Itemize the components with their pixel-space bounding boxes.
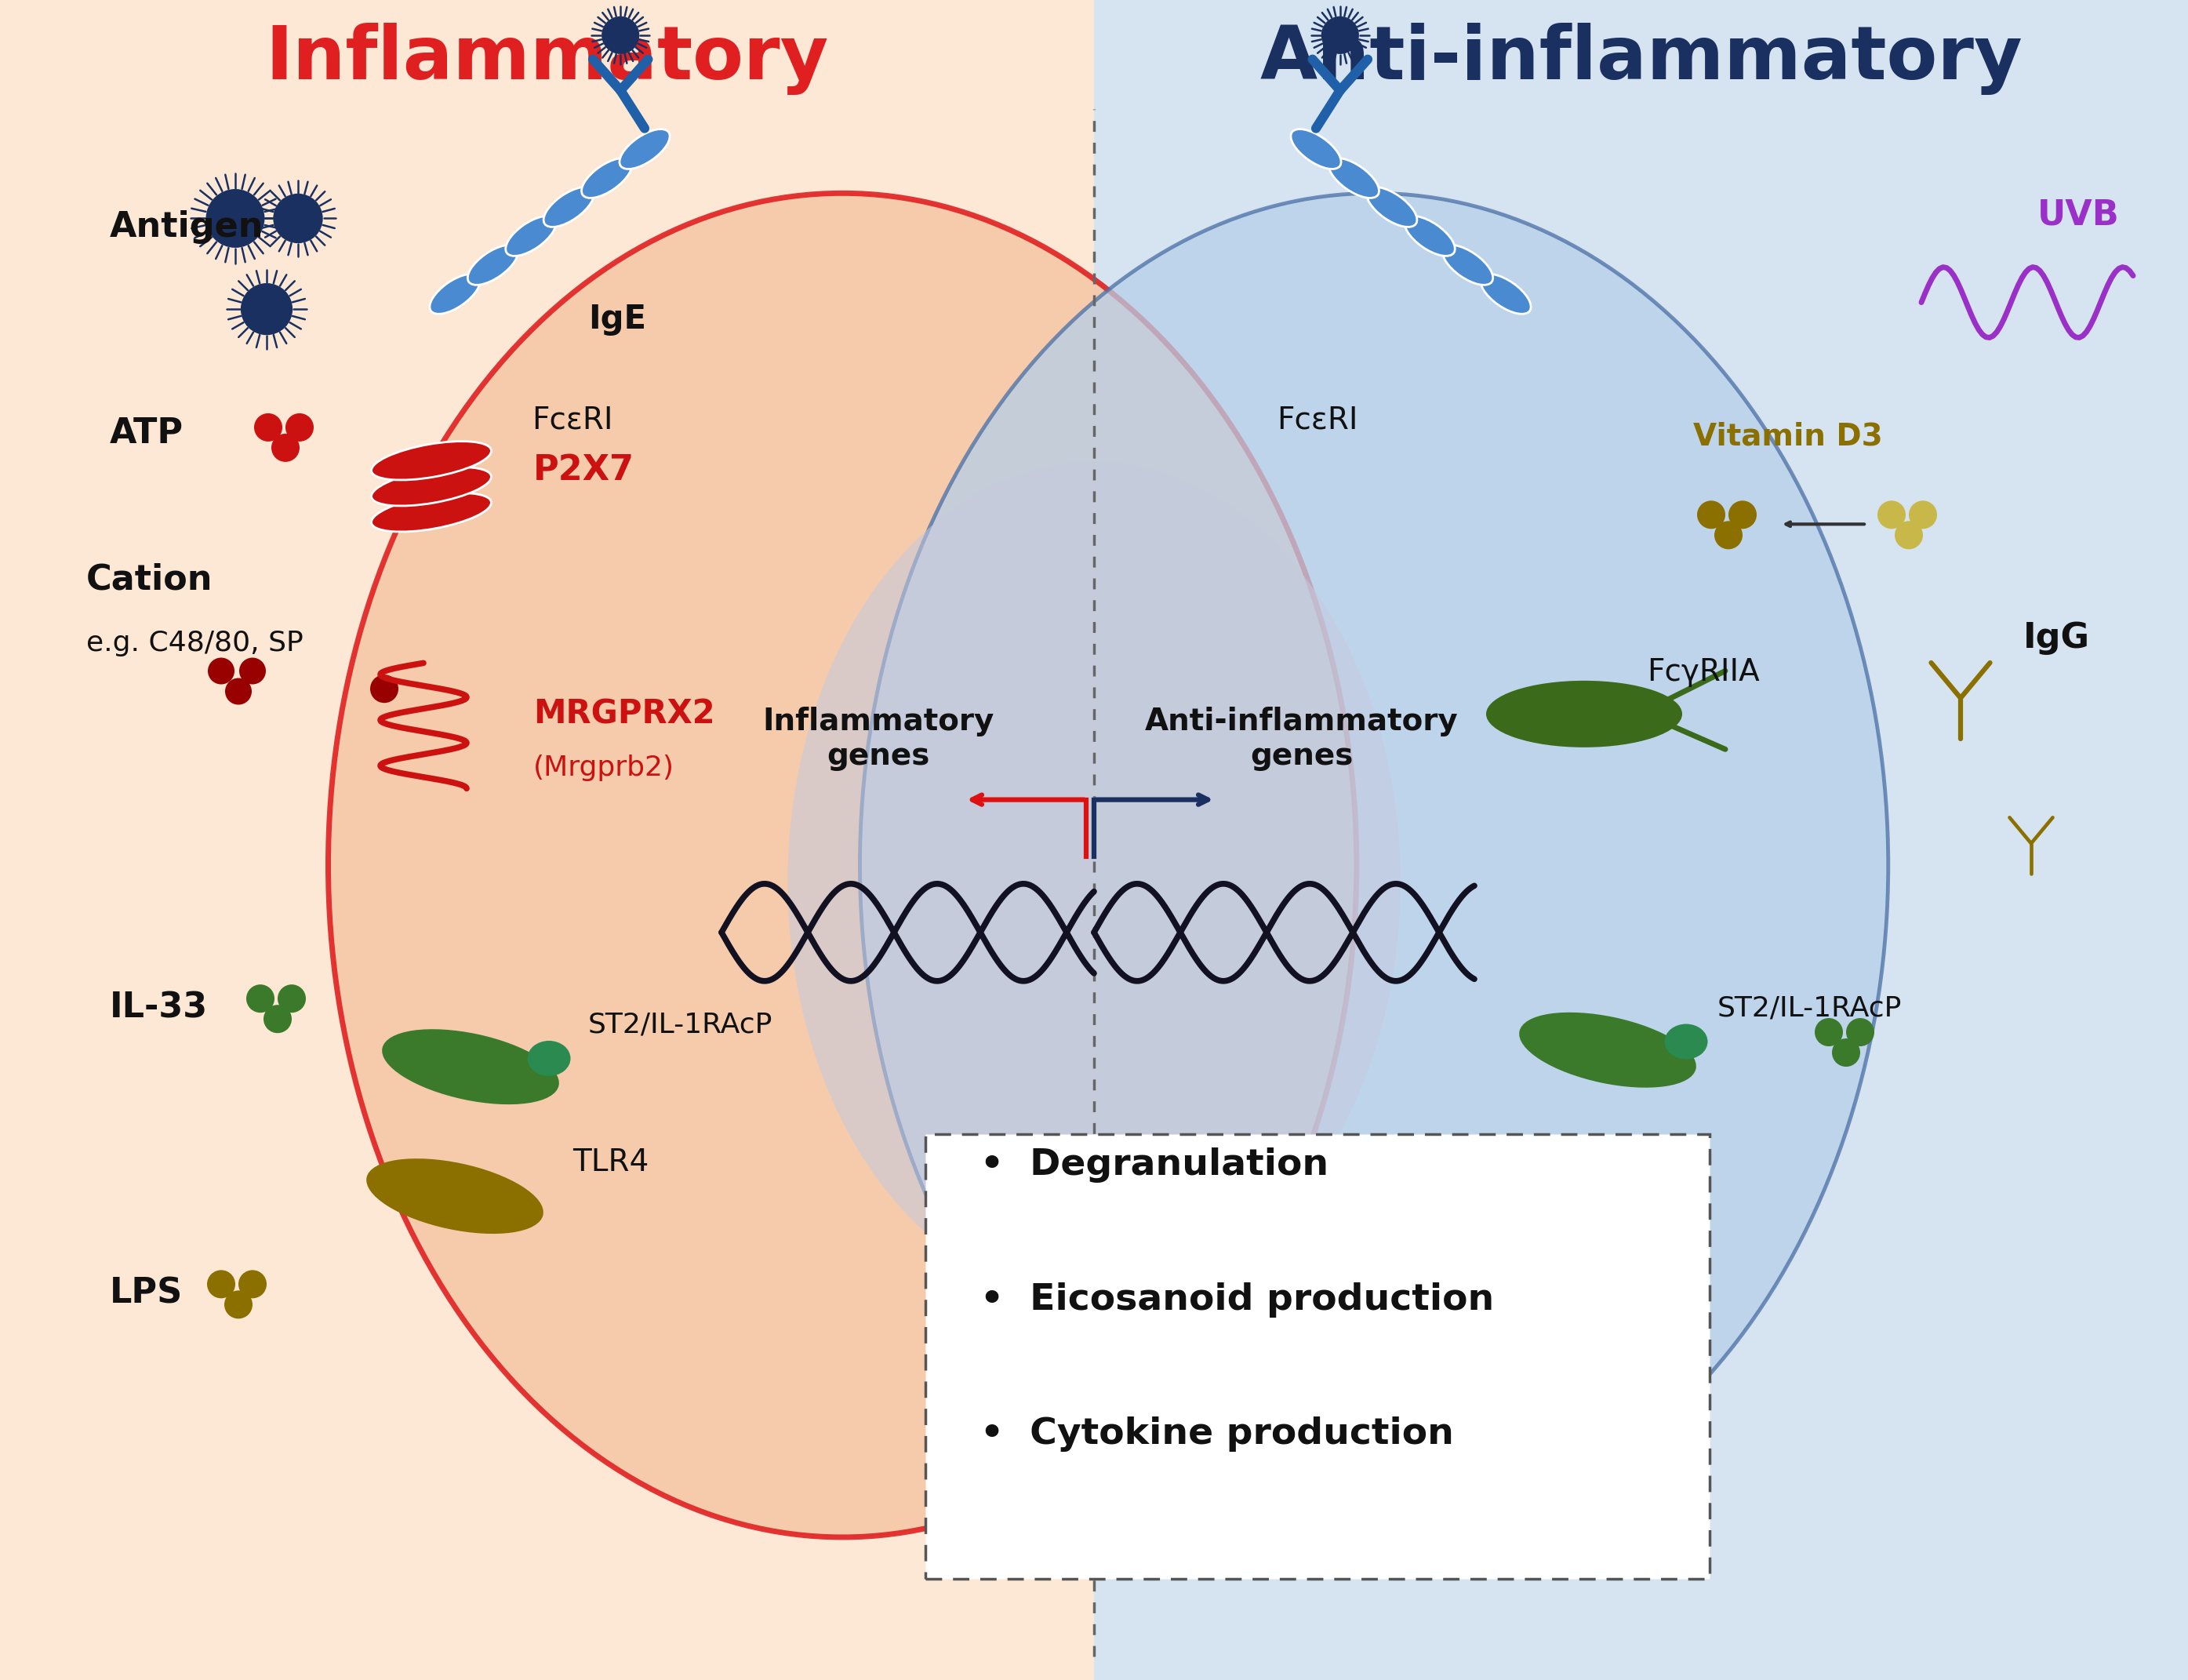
Ellipse shape — [1442, 245, 1492, 286]
Ellipse shape — [383, 1030, 558, 1104]
Ellipse shape — [468, 245, 519, 286]
Circle shape — [284, 413, 313, 442]
Text: Anti-inflammatory
genes: Anti-inflammatory genes — [1144, 707, 1459, 771]
Circle shape — [274, 193, 324, 244]
Text: ST2/IL-1RAcP: ST2/IL-1RAcP — [1718, 995, 1901, 1021]
Ellipse shape — [860, 193, 1888, 1537]
Bar — [1094, 0, 2188, 1680]
Text: Anti-inflammatory: Anti-inflammatory — [1260, 24, 2022, 94]
Circle shape — [225, 679, 252, 704]
Text: P2X7: P2X7 — [534, 454, 635, 487]
Text: TLR4: TLR4 — [573, 1147, 650, 1178]
Text: FcεRI: FcεRI — [532, 405, 613, 435]
Text: •  Cytokine production: • Cytokine production — [980, 1416, 1453, 1452]
Ellipse shape — [527, 1040, 571, 1077]
Circle shape — [602, 17, 639, 54]
Text: FcεRI: FcεRI — [1278, 405, 1359, 435]
Bar — [0, 0, 1094, 1680]
Ellipse shape — [1405, 217, 1455, 255]
Ellipse shape — [582, 158, 632, 198]
Ellipse shape — [505, 217, 556, 255]
Ellipse shape — [372, 467, 492, 506]
Ellipse shape — [1518, 1013, 1696, 1087]
Circle shape — [1729, 501, 1757, 529]
Text: UVB: UVB — [2037, 198, 2120, 232]
Circle shape — [238, 1270, 267, 1299]
Circle shape — [208, 657, 234, 684]
Circle shape — [1895, 521, 1923, 549]
Ellipse shape — [619, 129, 670, 170]
Circle shape — [370, 675, 398, 702]
Ellipse shape — [1486, 680, 1683, 748]
Text: Vitamin D3: Vitamin D3 — [1694, 422, 1884, 452]
Circle shape — [1698, 501, 1726, 529]
Circle shape — [1322, 17, 1359, 54]
FancyBboxPatch shape — [926, 1134, 1709, 1579]
Text: ST2/IL-1RAcP: ST2/IL-1RAcP — [589, 1011, 772, 1038]
Circle shape — [1814, 1018, 1842, 1047]
Text: Inflammatory: Inflammatory — [265, 24, 829, 94]
Circle shape — [247, 984, 274, 1013]
Text: ATP: ATP — [109, 417, 184, 450]
Text: •  Degranulation: • Degranulation — [980, 1147, 1328, 1183]
Circle shape — [254, 413, 282, 442]
Circle shape — [208, 1270, 236, 1299]
Ellipse shape — [788, 462, 1400, 1302]
Ellipse shape — [1481, 274, 1532, 314]
Ellipse shape — [328, 193, 1357, 1537]
Ellipse shape — [372, 442, 492, 480]
Circle shape — [278, 984, 306, 1013]
Ellipse shape — [429, 274, 479, 314]
Text: (Mrgprb2): (Mrgprb2) — [534, 754, 674, 781]
Ellipse shape — [372, 492, 492, 533]
Text: Antigen: Antigen — [109, 210, 265, 244]
Text: IgE: IgE — [589, 302, 645, 336]
Text: LPS: LPS — [109, 1277, 184, 1310]
Text: Inflammatory
genes: Inflammatory genes — [761, 707, 993, 771]
Circle shape — [271, 433, 300, 462]
Circle shape — [1877, 501, 1906, 529]
Circle shape — [1831, 1038, 1860, 1067]
Text: Cation: Cation — [85, 563, 212, 596]
Ellipse shape — [1291, 129, 1341, 170]
Ellipse shape — [365, 1159, 543, 1233]
Ellipse shape — [1328, 158, 1378, 198]
Text: IL-33: IL-33 — [109, 991, 208, 1025]
Text: FcγRIIA: FcγRIIA — [1648, 657, 1759, 687]
Circle shape — [206, 190, 265, 247]
Circle shape — [1847, 1018, 1875, 1047]
Ellipse shape — [1368, 186, 1418, 227]
Text: IgG: IgG — [2024, 622, 2090, 655]
Circle shape — [225, 1290, 252, 1319]
Circle shape — [238, 657, 267, 684]
Ellipse shape — [1665, 1023, 1707, 1060]
Circle shape — [263, 1005, 291, 1033]
Text: MRGPRX2: MRGPRX2 — [534, 697, 715, 731]
Circle shape — [1715, 521, 1742, 549]
Circle shape — [1908, 501, 1936, 529]
Text: e.g. C48/80, SP: e.g. C48/80, SP — [85, 630, 304, 657]
Text: •  Eicosanoid production: • Eicosanoid production — [980, 1282, 1494, 1317]
Circle shape — [241, 284, 293, 334]
Ellipse shape — [543, 186, 593, 227]
